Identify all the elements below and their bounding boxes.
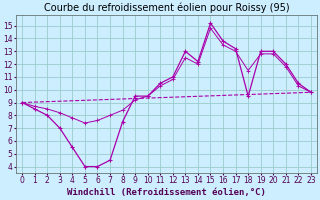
Title: Courbe du refroidissement éolien pour Roissy (95): Courbe du refroidissement éolien pour Ro… (44, 3, 289, 13)
X-axis label: Windchill (Refroidissement éolien,°C): Windchill (Refroidissement éolien,°C) (67, 188, 266, 197)
